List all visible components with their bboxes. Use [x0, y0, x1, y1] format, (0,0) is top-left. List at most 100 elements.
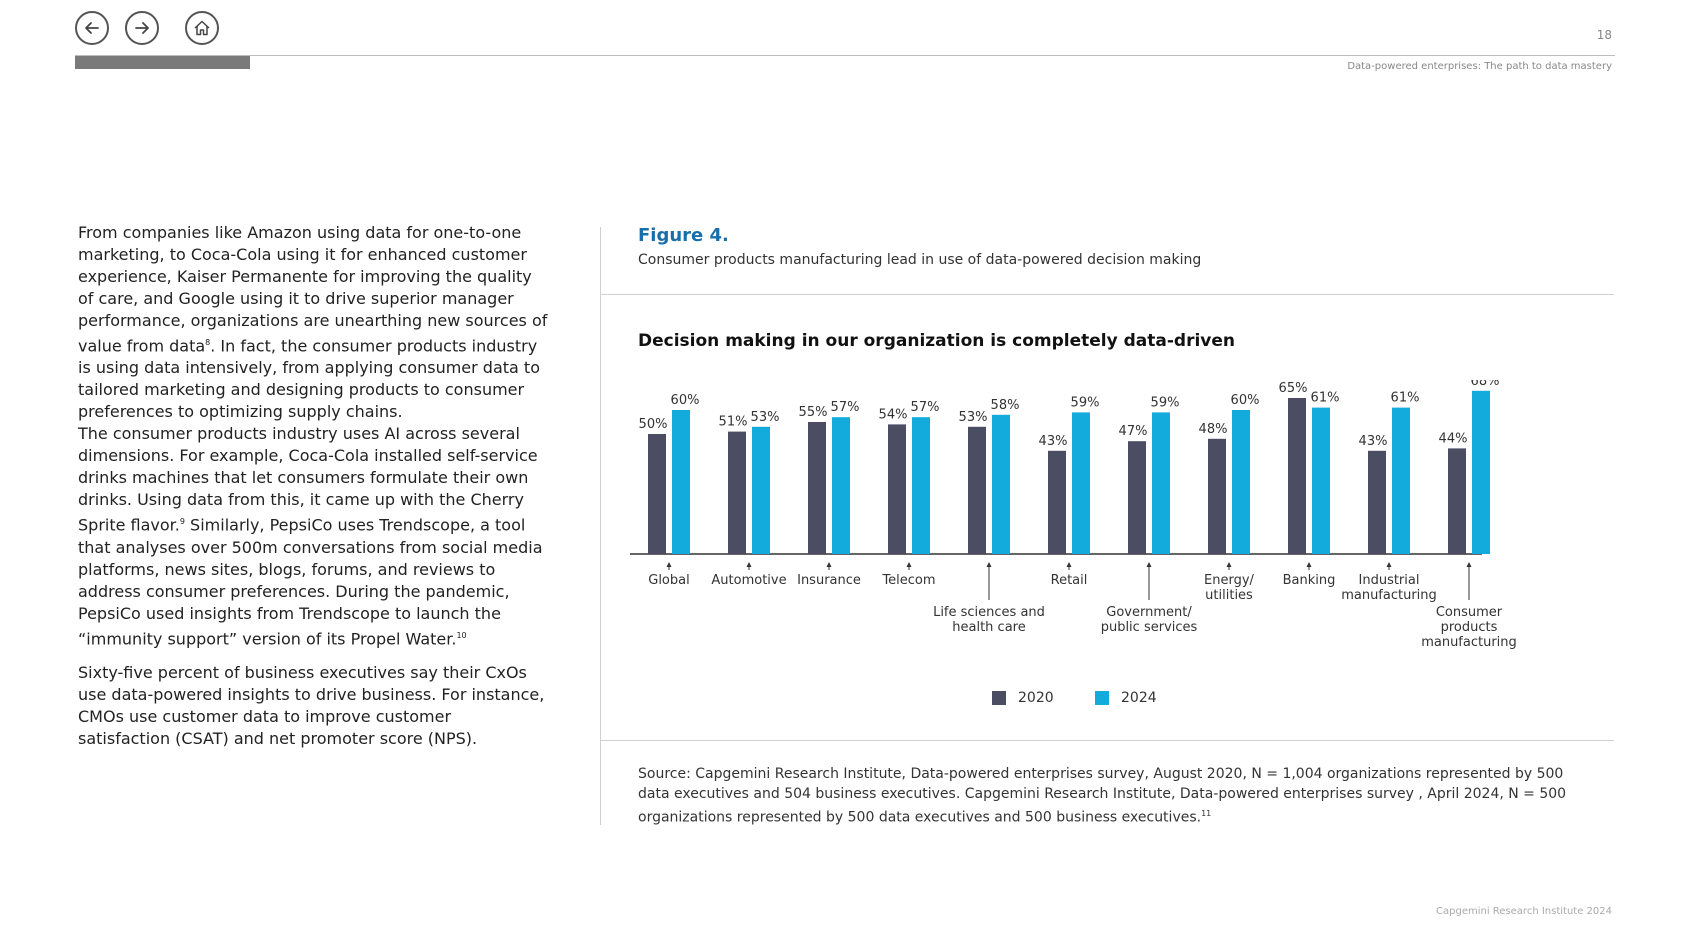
page-number: 18 [1596, 28, 1612, 42]
legend-label: 2020 [1018, 690, 1054, 706]
forward-button[interactable] [125, 11, 159, 45]
bar-2024-1 [752, 426, 770, 554]
data-label: 43% [1359, 434, 1388, 449]
tick-arrow [986, 562, 992, 567]
tick-arrow [826, 562, 832, 567]
data-label: 48% [1199, 422, 1228, 437]
x-tick-label: Government/ [1106, 605, 1192, 620]
bar-2020-0 [648, 434, 666, 554]
figure-label: Figure 4. [638, 225, 729, 246]
paragraph: Sixty-five percent of business executive… [78, 662, 545, 748]
footnote-ref: 10 [456, 630, 467, 640]
data-label: 54% [879, 407, 908, 422]
bar-2020-5 [1048, 450, 1066, 554]
x-tick-label: Insurance [797, 573, 861, 588]
bar-2020-4 [968, 426, 986, 554]
home-button[interactable] [185, 11, 219, 45]
body-text-column: From companies like Amazon using data fo… [78, 222, 548, 762]
bar-2024-5 [1072, 412, 1090, 554]
bar-2024-3 [912, 417, 930, 554]
x-tick-label: Telecom [881, 573, 935, 588]
data-label: 51% [719, 415, 748, 430]
tick-arrow [1226, 562, 1232, 567]
x-tick-label: products [1441, 620, 1498, 635]
x-tick-label: Retail [1051, 573, 1088, 588]
bar-2020-3 [888, 424, 906, 554]
legend-label: 2024 [1121, 690, 1157, 706]
data-label: 53% [959, 410, 988, 425]
bar-2024-2 [832, 417, 850, 554]
legend-swatch [1095, 691, 1109, 705]
tick-arrow [1466, 562, 1472, 567]
data-label: 57% [911, 400, 940, 415]
x-tick-label: Banking [1283, 573, 1336, 588]
back-button[interactable] [75, 11, 109, 45]
data-label: 61% [1311, 391, 1340, 406]
x-tick-label: utilities [1205, 588, 1253, 603]
data-label: 43% [1039, 434, 1068, 449]
bar-2024-0 [672, 410, 690, 554]
x-tick-label: manufacturing [1341, 588, 1437, 603]
footnote-ref: 9 [179, 517, 185, 527]
x-tick-label: Consumer [1436, 605, 1503, 620]
column-divider [600, 227, 601, 825]
bar-2020-6 [1128, 441, 1146, 554]
bar-2024-8 [1312, 407, 1330, 554]
x-tick-label: Life sciences and [933, 605, 1045, 620]
tick-arrow [1306, 562, 1312, 567]
data-label: 68% [1471, 380, 1500, 389]
tick-arrow [746, 562, 752, 567]
bar-2020-8 [1288, 398, 1306, 554]
x-tick-label: Global [648, 573, 689, 588]
bar-2020-9 [1368, 450, 1386, 554]
data-label: 60% [1231, 393, 1260, 408]
bar-2024-10 [1472, 390, 1490, 554]
header-rule [75, 55, 1615, 56]
footnote-ref: 8 [205, 338, 211, 347]
data-label: 59% [1151, 395, 1180, 410]
x-tick-label: Energy/ [1204, 573, 1255, 588]
tick-arrow [906, 562, 912, 567]
footnote-ref: 11 [1201, 809, 1212, 818]
chart-title: Decision making in our organization is c… [638, 331, 1236, 351]
bar-2020-7 [1208, 438, 1226, 554]
legend-item-2024: 2024 [1095, 690, 1157, 706]
bar-2020-2 [808, 422, 826, 554]
x-tick-label: public services [1101, 620, 1198, 635]
tick-arrow [1146, 562, 1152, 567]
data-label: 59% [1071, 395, 1100, 410]
data-label: 57% [831, 400, 860, 415]
bar-2024-4 [992, 414, 1010, 554]
data-label: 65% [1279, 381, 1308, 396]
source-note: Source: Capgemini Research Institute, Da… [638, 766, 1567, 826]
data-label: 60% [671, 393, 700, 408]
data-label: 47% [1119, 424, 1148, 439]
x-tick-label: Industrial [1359, 573, 1420, 588]
home-icon [194, 20, 210, 36]
data-label: 58% [991, 398, 1020, 413]
paragraph: From companies like Amazon using data fo… [78, 223, 548, 648]
x-tick-label: Automotive [711, 573, 786, 588]
figure-rule-top [600, 294, 1614, 295]
arrow-left-icon [85, 22, 99, 34]
data-label: 50% [639, 417, 668, 432]
tick-arrow [1066, 562, 1072, 567]
legend-swatch [992, 691, 1006, 705]
bar-2024-6 [1152, 412, 1170, 554]
bar-2020-1 [728, 431, 746, 554]
x-tick-label: manufacturing [1421, 635, 1517, 650]
bar-2020-10 [1448, 448, 1466, 554]
data-label: 44% [1439, 431, 1468, 446]
legend-item-2020: 2020 [992, 690, 1054, 706]
x-tick-label: health care [952, 620, 1025, 635]
bar-2024-7 [1232, 410, 1250, 554]
data-label: 61% [1391, 391, 1420, 406]
arrow-right-icon [135, 22, 149, 34]
figure-subtitle: Consumer products manufacturing lead in … [638, 252, 1202, 268]
document-title: Data-powered enterprises: The path to da… [1347, 61, 1612, 72]
footer-text: Capgemini Research Institute 2024 [1436, 906, 1612, 917]
figure-rule-bottom [600, 740, 1614, 741]
data-label: 55% [799, 405, 828, 420]
data-label: 53% [751, 410, 780, 425]
